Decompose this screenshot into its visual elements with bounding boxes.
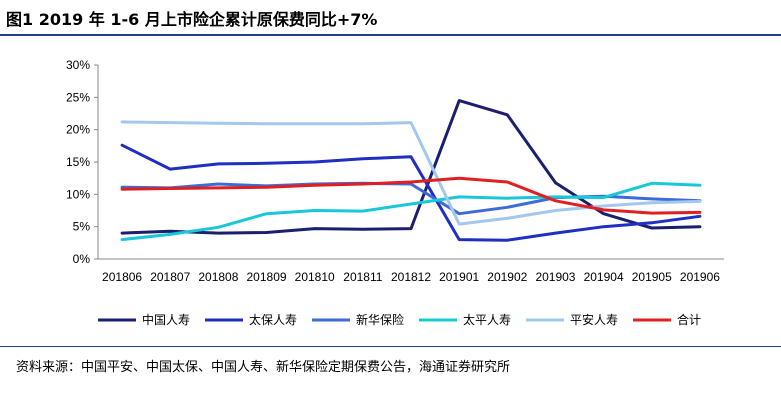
x-tick-label: 201809: [247, 270, 287, 284]
legend-label: 新华保险: [356, 312, 404, 327]
y-tick-label: 0%: [73, 252, 91, 266]
series-layer: [120, 99, 702, 242]
y-tick-label: 10%: [66, 187, 90, 201]
x-tick-label: 201905: [632, 270, 672, 284]
x-tick-label: 201901: [439, 270, 479, 284]
footer-divider: [0, 346, 781, 347]
y-tick-label: 20%: [66, 123, 90, 137]
y-tick-label: 25%: [66, 90, 90, 104]
chart-legend: 中国人寿 太保人寿 新华保险 太平人寿 平安人寿 合计: [98, 312, 701, 327]
y-tick-label: 30%: [66, 58, 90, 72]
line-chart: 0% 5% 10% 15% 20% 25% 30% 201806 201807 201808 201…: [66, 58, 724, 327]
x-tick-label: 201810: [295, 270, 335, 284]
x-tick-label: 201807: [150, 270, 190, 284]
legend-label: 中国人寿: [142, 312, 190, 327]
x-tick-label: 201903: [535, 270, 575, 284]
legend-label: 平安人寿: [570, 312, 618, 327]
series-line-1: [120, 99, 702, 235]
y-tick-label: 5%: [73, 220, 91, 234]
source-note: 资料来源：中国平安、中国太保、中国人寿、新华保险定期保费公告，海通证券研究所: [16, 360, 511, 375]
axis-layer: 0% 5% 10% 15% 20% 25% 30% 201806 201807 201808 201…: [66, 58, 724, 284]
series-line-6: [120, 176, 702, 215]
legend-label: 太保人寿: [249, 312, 297, 327]
x-tick-label: 201812: [391, 270, 431, 284]
figure-header: 图1 2019 年 1-6 月上市险企累计原保费同比+7%: [0, 0, 781, 36]
y-tick-label: 15%: [66, 155, 90, 169]
series-line-5: [120, 120, 702, 226]
series-line-4: [120, 181, 702, 242]
x-tick-label: 201806: [102, 270, 142, 284]
x-tick-label: 201811: [343, 270, 382, 284]
series-line-2: [120, 143, 702, 242]
x-tick-label: 201902: [487, 270, 527, 284]
legend-label: 太平人寿: [463, 312, 511, 327]
x-tick-label: 201808: [198, 270, 238, 284]
legend-label: 合计: [677, 312, 701, 327]
figure-title: 图1 2019 年 1-6 月上市险企累计原保费同比+7%: [6, 10, 378, 29]
x-tick-label: 201904: [584, 270, 624, 284]
header-divider: [0, 34, 781, 36]
x-tick-label: 201906: [680, 270, 720, 284]
